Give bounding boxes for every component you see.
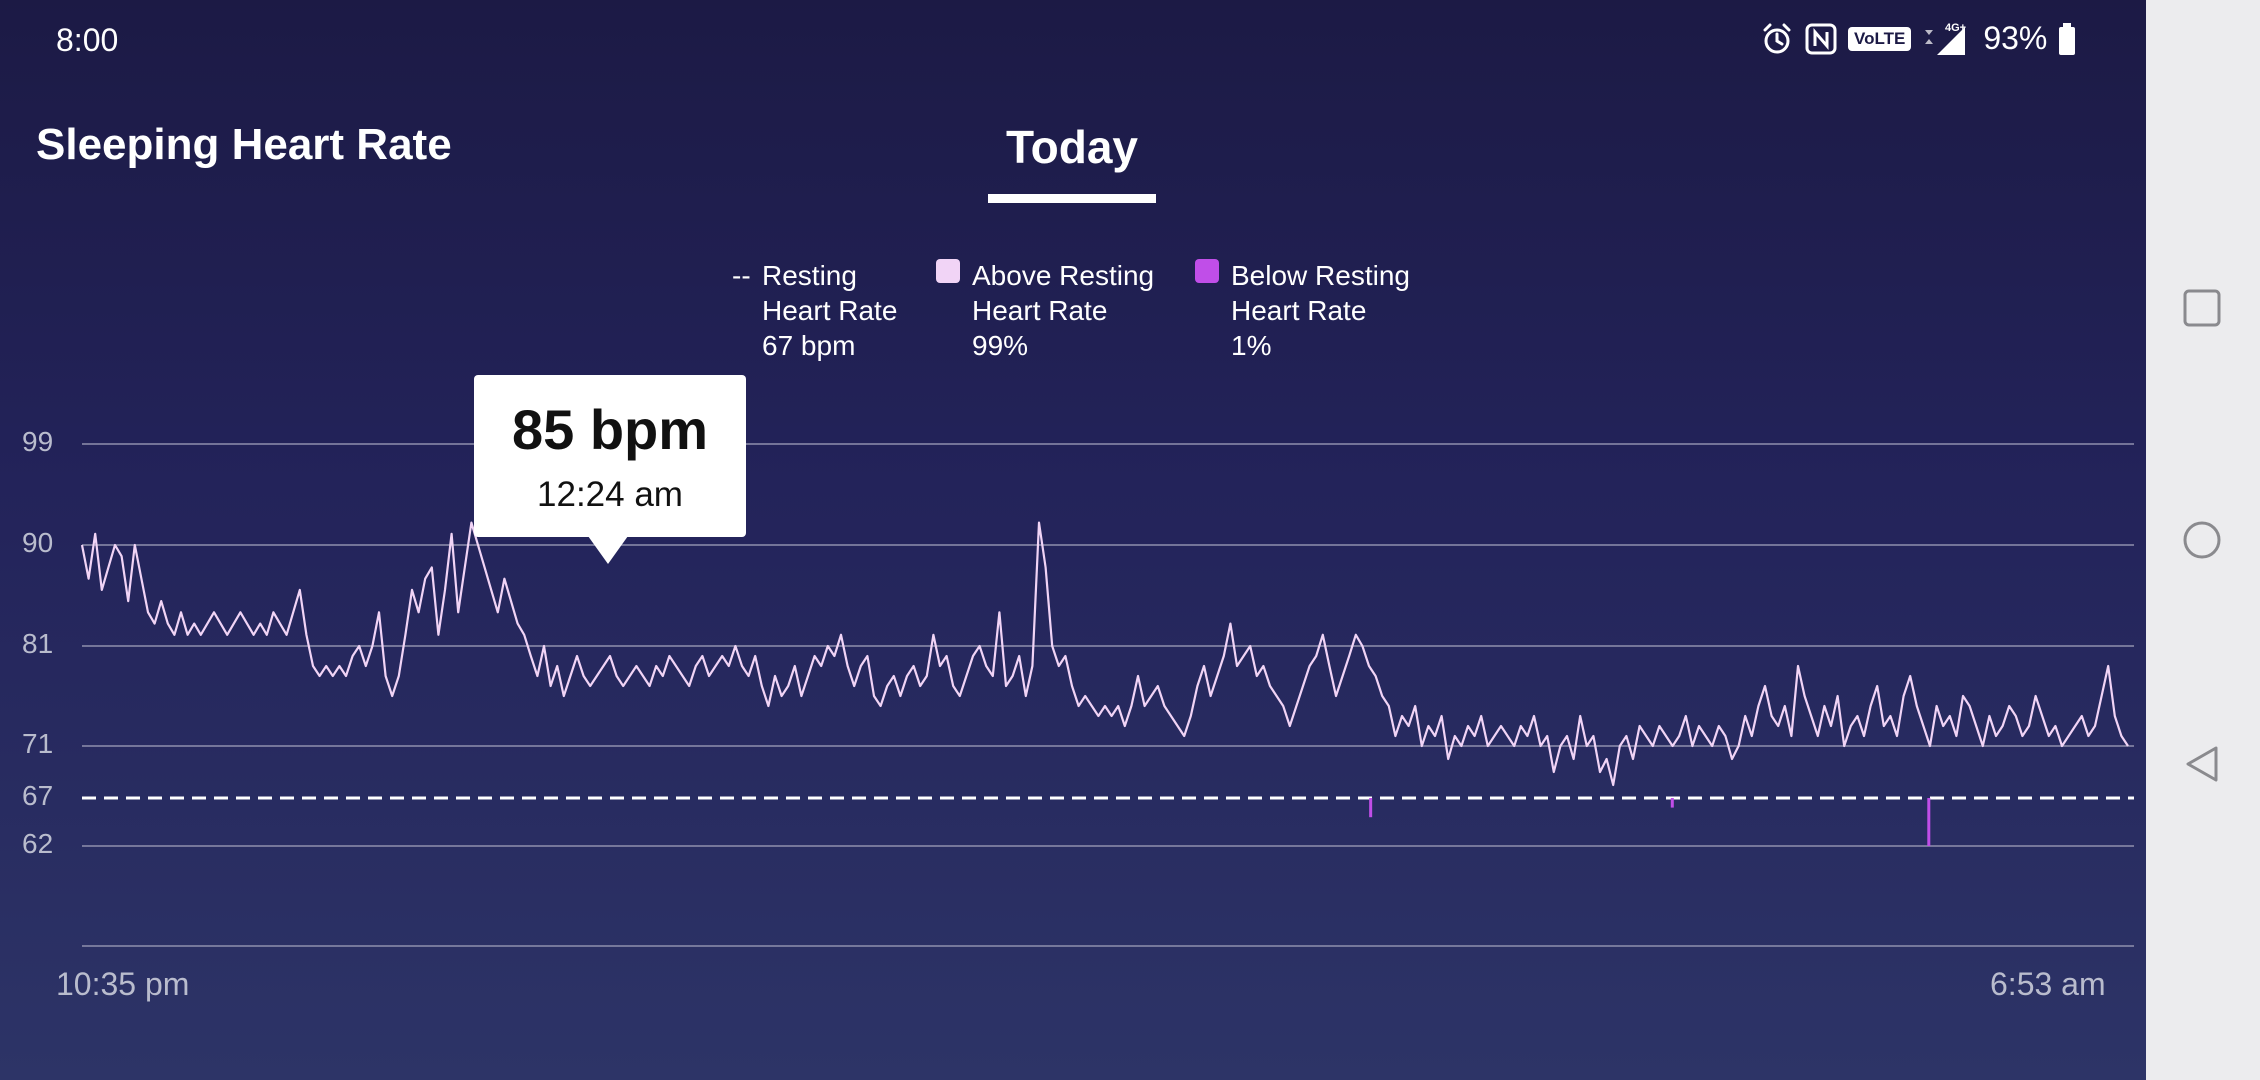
back-nav-icon[interactable] — [2182, 744, 2222, 784]
battery-percent: 93% — [1983, 20, 2048, 56]
legend-resting-line1: Resting — [762, 260, 857, 291]
tab-today[interactable]: Today — [1005, 121, 1139, 173]
y-tick-label: 62 — [22, 828, 54, 859]
legend-below: Below Resting Heart Rate 1% — [1231, 258, 1410, 363]
heart-rate-chart[interactable] — [0, 0, 2146, 1080]
y-tick-label: 81 — [22, 628, 54, 659]
volte-badge: VoLTE — [1848, 26, 1912, 51]
legend-above: Above Resting Heart Rate 99% — [972, 258, 1154, 363]
x-axis-start-label: 10:35 pm — [56, 966, 190, 1002]
legend-below-line1: Below Resting — [1231, 260, 1410, 291]
app-screen: 8:00 VoLTE 4G+ 93% Sleeping Heart Rate T… — [0, 0, 2146, 1080]
legend-above-swatch — [936, 259, 960, 283]
legend-below-line2: Heart Rate — [1231, 295, 1367, 326]
battery-icon — [2059, 22, 2076, 55]
legend-below-swatch — [1195, 259, 1219, 283]
legend-resting-value: 67 bpm — [762, 330, 856, 361]
status-icons: VoLTE 4G+ 93% — [1760, 20, 2077, 57]
status-time: 8:00 — [56, 22, 119, 58]
legend-above-value: 99% — [972, 330, 1029, 361]
legend-above-line1: Above Resting — [972, 260, 1155, 291]
y-tick-label: 67 — [22, 780, 54, 811]
tooltip: 85 bpm 12:24 am — [474, 375, 746, 537]
page-title: Sleeping Heart Rate — [36, 120, 452, 169]
grid-layer — [82, 443, 2134, 947]
legend-above-line2: Heart Rate — [972, 295, 1108, 326]
navigation-bar — [2146, 0, 2260, 1080]
signal-icon: 4G+ — [1925, 22, 1966, 55]
tab-underline — [988, 194, 1156, 203]
tooltip-value: 85 bpm — [511, 398, 709, 461]
heart-rate-line-layer — [80, 521, 2129, 846]
alarm-icon — [1763, 23, 1791, 53]
legend-resting-line2: Heart Rate — [762, 295, 898, 326]
legend-resting: Resting Heart Rate 67 bpm — [762, 258, 897, 363]
y-tick-label: 99 — [22, 426, 54, 457]
heart-rate-series-line — [80, 521, 2129, 787]
x-axis-end-label: 6:53 am — [1990, 966, 2106, 1002]
tooltip-time: 12:24 am — [537, 475, 683, 514]
legend-below-value: 1% — [1231, 330, 1272, 361]
circle-nav-icon[interactable] — [2182, 520, 2222, 560]
tooltip-arrow — [588, 536, 628, 564]
square-nav-icon[interactable] — [2182, 288, 2222, 328]
y-tick-label: 71 — [22, 728, 54, 759]
legend-resting-marker: -- — [732, 260, 751, 291]
signal-type-label: 4G+ — [1945, 22, 1966, 34]
y-tick-label: 90 — [22, 527, 54, 558]
nfc-icon — [1805, 23, 1837, 54]
